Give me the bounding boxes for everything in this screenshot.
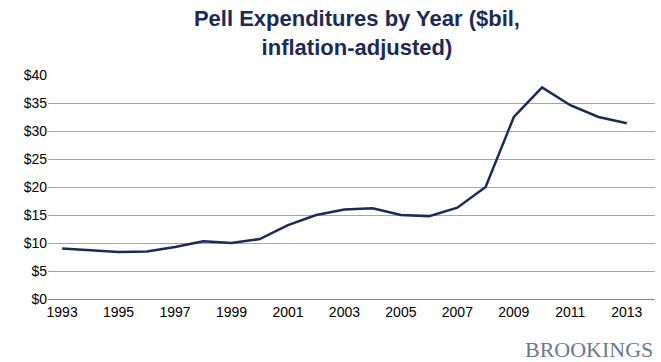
svg-text:2007: 2007 (442, 304, 473, 320)
svg-text:2001: 2001 (272, 304, 303, 320)
svg-text:$5: $5 (31, 263, 47, 279)
svg-text:$35: $35 (24, 95, 48, 111)
svg-text:$10: $10 (24, 235, 48, 251)
svg-text:Pell Expenditures by Year ($bi: Pell Expenditures by Year ($bil,inflatio… (194, 6, 520, 60)
svg-text:$30: $30 (24, 123, 48, 139)
svg-text:BROOKINGS: BROOKINGS (525, 337, 653, 362)
svg-text:2009: 2009 (498, 304, 529, 320)
svg-text:2011: 2011 (555, 304, 585, 320)
svg-text:1997: 1997 (159, 304, 190, 320)
svg-text:1993: 1993 (47, 304, 78, 320)
svg-text:1995: 1995 (103, 304, 134, 320)
svg-text:2005: 2005 (385, 304, 416, 320)
svg-text:$40: $40 (24, 67, 48, 83)
svg-text:$15: $15 (24, 207, 48, 223)
svg-text:1999: 1999 (216, 304, 247, 320)
svg-text:2003: 2003 (329, 304, 360, 320)
svg-text:$0: $0 (31, 291, 47, 307)
svg-text:2013: 2013 (611, 304, 642, 320)
svg-text:$20: $20 (24, 179, 48, 195)
svg-text:$25: $25 (24, 151, 48, 167)
